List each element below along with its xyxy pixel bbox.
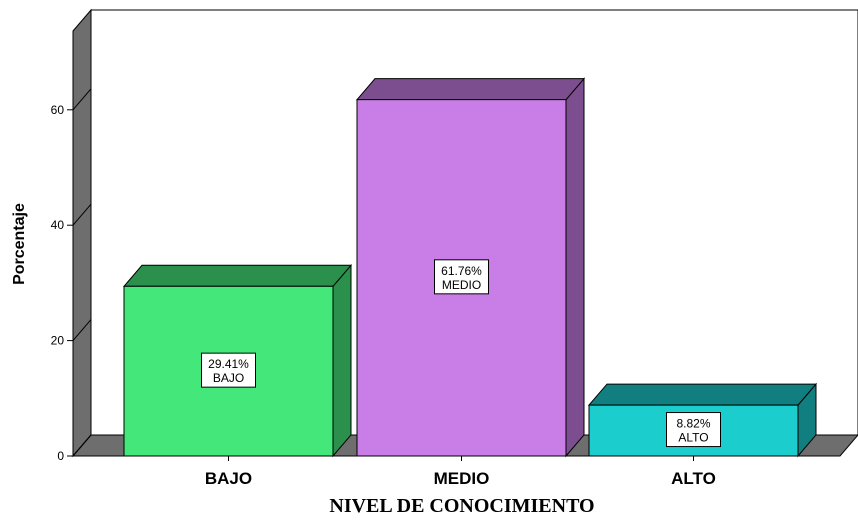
data-label-category: MEDIO <box>442 278 481 292</box>
y-tick-depth-line <box>72 434 92 457</box>
bar-side <box>332 263 352 458</box>
y-tick-label: 20 <box>51 334 65 348</box>
bar-top <box>587 383 818 406</box>
data-label-value: 61.76% <box>441 264 482 278</box>
y-tick-label: 40 <box>51 218 65 232</box>
data-label: 8.82%ALTO <box>666 412 721 448</box>
x-category-label: BAJO <box>205 469 252 488</box>
left-wall <box>72 8 92 458</box>
bar-top <box>122 264 353 287</box>
x-axis-categories: BAJO MEDIO ALTO <box>205 456 716 488</box>
data-label-value: 29.41% <box>208 357 249 371</box>
x-category-label: ALTO <box>671 469 716 488</box>
x-category-label: MEDIO <box>434 469 490 488</box>
y-axis-title: Porcentaje <box>11 203 28 285</box>
data-label-category: BAJO <box>213 371 244 385</box>
x-axis-title: NIVEL DE CONOCIMIENTO <box>329 495 594 517</box>
bar-bajo: 29.41%BAJO <box>122 263 353 458</box>
bar-side <box>565 77 585 458</box>
y-tick-label: 60 <box>51 103 65 117</box>
bar-alto: 8.82%ALTO <box>587 382 818 458</box>
data-label: 29.41%BAJO <box>201 352 256 388</box>
y-tick-depth-line <box>72 319 92 341</box>
data-label-box <box>666 412 721 448</box>
y-tick-depth-line <box>72 88 92 111</box>
bar-top <box>355 78 586 101</box>
bar-medio: 61.76%MEDIO <box>355 77 586 458</box>
data-label-box <box>201 352 256 388</box>
data-label: 61.76%MEDIO <box>434 259 489 295</box>
data-label-value: 8.82% <box>676 417 710 431</box>
data-label-category: ALTO <box>678 431 708 445</box>
y-tick-depth-line <box>72 203 92 226</box>
bars: 29.41%BAJO 61.76%MEDIO 8.82%ALTO <box>122 77 818 458</box>
y-axis-ticks: 0 20 40 60 <box>51 88 92 463</box>
data-label-box <box>434 259 489 295</box>
y-tick-label: 0 <box>57 449 64 463</box>
